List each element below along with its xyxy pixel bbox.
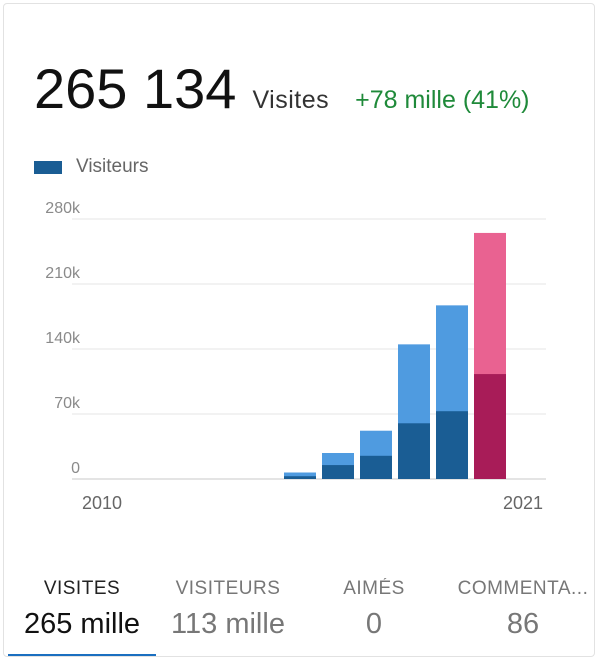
tab-aimes-value: 0 <box>365 608 383 640</box>
y-tick-label: 280k <box>45 200 81 217</box>
tab-visites-label: VISITES <box>43 578 121 599</box>
tab-visiteurs[interactable]: VISITEURS 113 mille <box>160 564 296 656</box>
legend-swatch <box>34 160 62 174</box>
bar-visitors-2018[interactable] <box>360 455 392 479</box>
bar-visits-2016[interactable] <box>284 472 316 480</box>
tab-aimes[interactable]: AIMÉS 0 <box>304 564 444 656</box>
tab-visiteurs-value: 113 mille <box>171 608 285 640</box>
stats-card: 265 134 Visites +78 mille (41%) Visiteur… <box>3 3 595 657</box>
total-visits-unit: Visites <box>252 86 330 114</box>
chart-legend[interactable]: Visiteurs <box>34 156 149 178</box>
y-tick-label: 70k <box>54 395 81 412</box>
bar-visitors-2021[interactable] <box>474 374 506 479</box>
total-visits-value: 265 134 <box>34 57 237 120</box>
bar-visitors-2019[interactable] <box>398 423 430 479</box>
bar-visitors-2020[interactable] <box>436 411 468 479</box>
tab-commentaires[interactable]: COMMENTA... 86 <box>450 564 594 656</box>
tab-visiteurs-label: VISITEURS <box>175 578 281 599</box>
bar-visitors-2016[interactable] <box>284 476 316 479</box>
tab-visites-value: 265 mille <box>23 608 141 640</box>
tab-commentaires-label: COMMENTA... <box>457 578 589 599</box>
x-tick-label: 2021 <box>503 493 543 513</box>
y-tick-label: 140k <box>45 330 81 347</box>
y-tick-label: 0 <box>71 460 80 477</box>
tab-visites[interactable]: VISITES 265 mille <box>4 564 160 656</box>
active-tab-indicator <box>8 654 156 656</box>
tab-commentaires-value: 86 <box>506 608 540 640</box>
tab-aimes-label: AIMÉS <box>343 578 405 599</box>
visits-bar-chart[interactable]: 280k 210k 140k 70k 0 2010 2021 <box>4 194 595 524</box>
legend-label: Visiteurs <box>76 156 149 177</box>
y-tick-label: 210k <box>45 265 81 282</box>
stats-tabs: VISITES 265 mille VISITEURS 113 mille AI… <box>4 564 594 656</box>
x-tick-label: 2010 <box>82 493 122 513</box>
visits-delta: +78 mille (41%) <box>355 86 530 114</box>
summary-header: 265 134 Visites +78 mille (41%) <box>34 56 530 126</box>
bar-visitors-2017[interactable] <box>322 465 354 479</box>
